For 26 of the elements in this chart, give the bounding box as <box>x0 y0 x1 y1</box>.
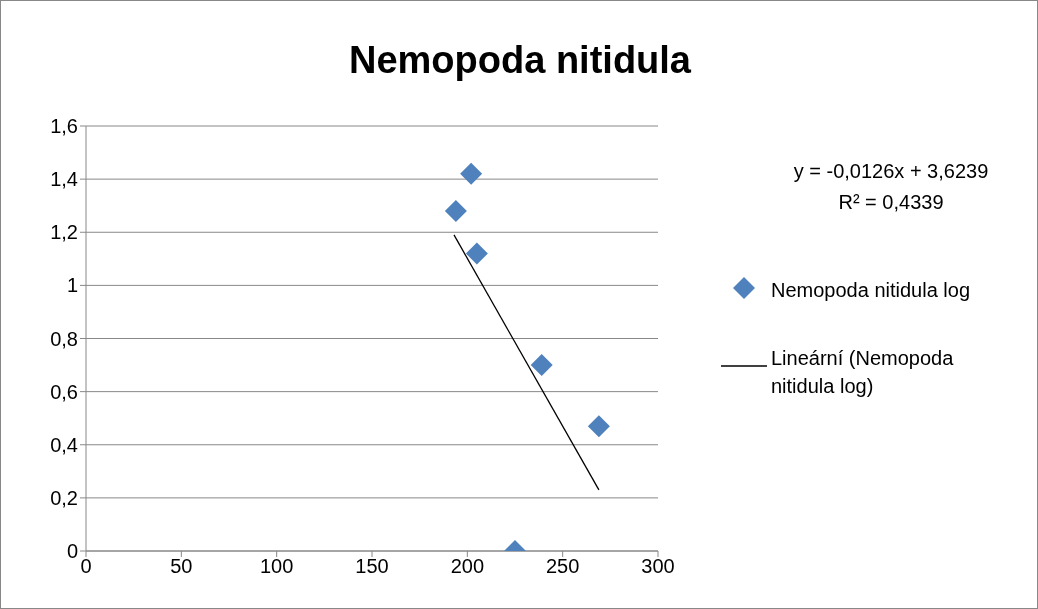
legend-label: Nemopoda nitidula log <box>771 278 972 303</box>
y-tick-label: 1,2 <box>50 221 78 244</box>
point <box>587 415 610 438</box>
x-tick-label: 0 <box>80 555 92 578</box>
point <box>460 162 483 185</box>
y-tick-label: 0,6 <box>50 380 78 403</box>
x-tick-label: 250 <box>545 555 580 578</box>
point <box>530 354 553 377</box>
x-tick-label: 200 <box>450 555 485 578</box>
y-tick-label: 0,4 <box>50 433 78 456</box>
point <box>465 242 488 265</box>
x-tick-label: 100 <box>259 555 294 578</box>
point <box>444 200 467 222</box>
y-tick-label: 0,8 <box>50 327 78 350</box>
y-tick-label: 0 <box>66 540 78 563</box>
text: R² = 0,4339 <box>837 190 945 215</box>
x-tick-label: 50 <box>170 555 193 578</box>
y-tick-label: 0,2 <box>50 486 78 509</box>
legend-label: Lineární (Nemopoda nitidula log) <box>771 346 955 399</box>
chart-title: Nemopoda nitidula <box>348 39 692 82</box>
y-tick-label: 1,6 <box>50 115 78 138</box>
x-tick-label: 300 <box>641 555 675 578</box>
x-tick-label: 150 <box>355 555 389 578</box>
y-tick-label: 1 <box>66 274 78 297</box>
y-tick-label: 1,4 <box>50 168 78 191</box>
text: y = -0,0126x + 3,6239 <box>792 159 990 184</box>
